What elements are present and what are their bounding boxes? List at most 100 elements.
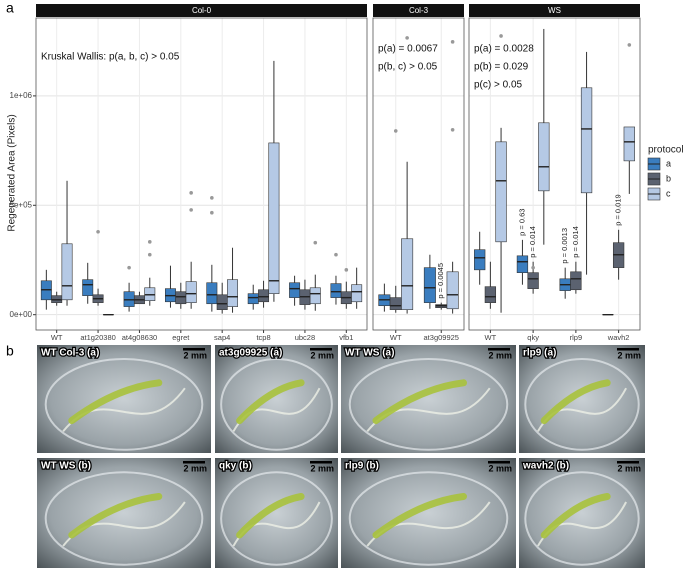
box — [474, 249, 486, 271]
scale-label: 2 mm — [488, 463, 512, 473]
scale-bar — [617, 348, 639, 351]
outlier — [450, 40, 455, 44]
x-tick-label: at1g20380 — [80, 333, 115, 342]
strip — [373, 4, 464, 17]
legend-label: b — [666, 173, 671, 183]
tissue — [68, 493, 163, 539]
dish-rim — [220, 358, 333, 451]
box — [570, 271, 582, 291]
photo: qky (b) 2 mm — [215, 458, 338, 568]
x-tick-label: WT — [485, 333, 497, 342]
box — [580, 87, 593, 194]
strip-title: Col-3 — [409, 6, 429, 15]
x-tick-label: WT — [390, 333, 402, 342]
scale-label: 2 mm — [310, 350, 334, 360]
photo-bg — [519, 458, 645, 568]
photo-bg — [215, 345, 338, 453]
strip — [36, 4, 367, 17]
tissue — [68, 379, 163, 425]
photo-bg — [341, 345, 516, 453]
dish-rim — [348, 358, 509, 451]
x-tick-label: WT — [51, 333, 63, 342]
photo-label: at3g09925 (a) — [219, 348, 282, 359]
outlier — [450, 128, 455, 132]
dish-rim — [220, 471, 333, 566]
p-value: p = 0.63 — [517, 209, 526, 236]
box — [247, 293, 259, 305]
x-tick-label: tcp8 — [256, 333, 270, 342]
box — [268, 142, 280, 294]
legend-label: a — [666, 158, 671, 168]
photo: WT WS (b) 2 mm — [37, 458, 211, 568]
outlier — [147, 252, 152, 257]
photo-label: rlp9 (a) — [523, 348, 556, 359]
outlier — [96, 229, 100, 234]
box — [446, 271, 459, 310]
box — [216, 294, 228, 310]
annotation: p(b, c) > 0.05 — [378, 62, 438, 73]
box — [175, 291, 187, 305]
photo-label: wavh2 (b) — [522, 461, 569, 472]
dish-rim — [44, 471, 204, 566]
tissue — [540, 493, 611, 539]
legend-label: c — [666, 188, 671, 198]
annotation: p(b) = 0.029 — [474, 62, 529, 73]
dish-rim — [44, 358, 204, 451]
y-axis-title: Regenerated Area (Pixels) — [7, 114, 18, 231]
box — [495, 141, 507, 243]
x-tick-label: rlp9 — [570, 333, 583, 342]
outlier — [127, 265, 131, 270]
x-tick-label: wavh2 — [607, 333, 630, 342]
annotation: p(a) = 0.0028 — [474, 44, 534, 55]
photo: wavh2 (b) 2 mm — [519, 458, 645, 568]
scale-bar — [488, 461, 510, 464]
strip-title: Col-0 — [192, 6, 212, 15]
outlier — [210, 196, 214, 200]
y-tick-label: 1e+06 — [10, 91, 33, 100]
box — [623, 126, 635, 162]
box — [206, 282, 218, 305]
box — [289, 282, 301, 298]
annotation: Kruskal Wallis: p(a, b, c) > 0.05 — [41, 52, 180, 63]
photo-label: WT Col-3 (a) — [41, 348, 99, 359]
dish-rim — [348, 471, 509, 566]
outlier — [334, 252, 338, 257]
scale-label: 2 mm — [488, 350, 512, 360]
outlier — [499, 34, 503, 38]
box — [309, 287, 321, 305]
panel-border — [468, 17, 641, 331]
box — [516, 255, 529, 273]
p-value: p = 0.014 — [528, 226, 537, 258]
strip-title: WS — [548, 6, 561, 15]
p-value: p = 0.0045 — [436, 263, 445, 299]
panel-label: a — [6, 0, 14, 16]
photo-bg — [215, 458, 338, 568]
p-value: p = 0.0013 — [560, 228, 569, 264]
box — [389, 297, 402, 310]
photo: WT Col-3 (a) 2 mm — [37, 345, 211, 453]
scale-bar — [183, 461, 205, 464]
scale-bar — [183, 348, 205, 351]
photo-bg — [341, 458, 516, 568]
scale-bar — [310, 348, 332, 351]
photo: WT WS (a) 2 mm — [341, 345, 516, 453]
photo-label: WT WS (b) — [41, 461, 91, 472]
x-tick-label: sap4 — [214, 333, 230, 342]
annotation: p(a) = 0.0067 — [378, 44, 438, 55]
photo: rlp9 (a) 2 mm — [519, 345, 645, 453]
box — [484, 286, 497, 303]
strip — [469, 4, 640, 17]
box — [82, 279, 94, 296]
x-tick-label: ubc28 — [295, 333, 315, 342]
outlier — [344, 268, 349, 272]
scale-label: 2 mm — [183, 463, 207, 473]
photo-label: rlp9 (b) — [345, 461, 379, 472]
photo-bg — [37, 458, 211, 568]
box — [423, 267, 436, 303]
outlier — [627, 43, 632, 47]
photo-label: WT WS (a) — [345, 348, 394, 359]
box — [258, 289, 270, 303]
outlier — [405, 36, 409, 40]
annotation: p(c) > 0.05 — [474, 80, 523, 91]
